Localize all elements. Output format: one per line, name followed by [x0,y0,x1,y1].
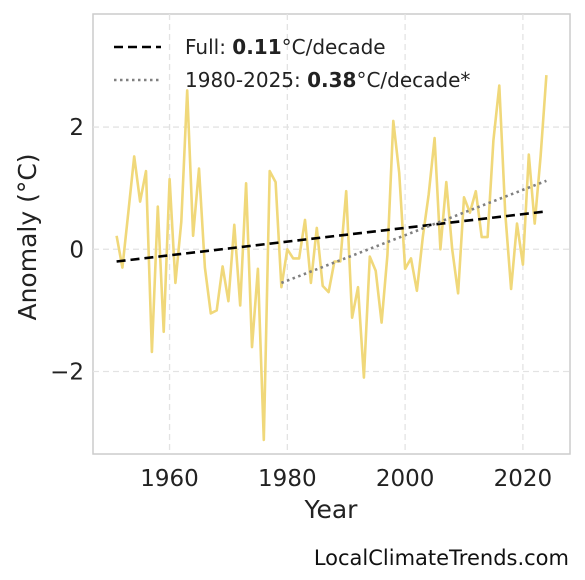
anomaly-series-line [115,75,548,442]
legend-full-value: 0.11 [232,35,281,59]
y-tick-labels: −2 0 2 [50,115,84,385]
y-tick-label: 0 [69,237,84,263]
legend-entry-recent-trend: 1980-2025: 0.38°C/decade* [185,68,470,92]
y-tick-label: 2 [69,115,84,141]
legend-full-label: Full: [185,35,232,59]
legend-recent-unit: °C/decade* [356,68,470,92]
y-axis-label: Anomaly (°C) [13,153,42,320]
x-tick-label: 1960 [140,466,199,492]
legend: Full: 0.11°C/decade 1980-2025: 0.38°C/de… [114,35,470,92]
site-credit: LocalClimateTrends.com [313,546,569,570]
x-tick-label: 2020 [494,466,553,492]
legend-recent-label: 1980-2025: [185,68,307,92]
legend-full-unit: °C/decade [282,35,386,59]
y-tick-label: −2 [50,360,84,386]
legend-recent-value: 0.38 [307,68,356,92]
full-trend-line [116,210,547,263]
x-axis-label: Year [304,495,359,524]
legend-entry-full-trend: Full: 0.11°C/decade [185,35,386,59]
series-group [115,75,548,442]
x-tick-label: 1980 [258,466,317,492]
x-tick-label: 2000 [376,466,435,492]
x-tick-labels: 1960 1980 2000 2020 [140,466,552,492]
